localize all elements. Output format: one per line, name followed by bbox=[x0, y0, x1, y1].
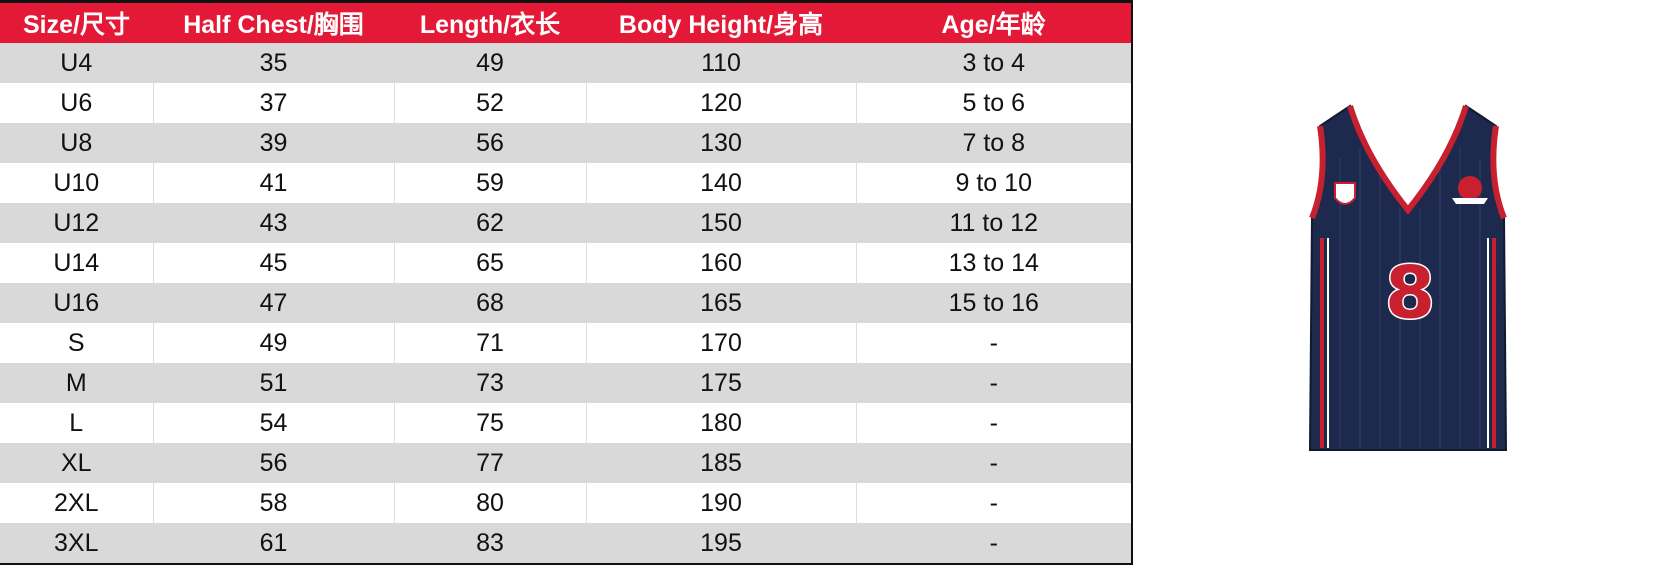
table-row: M 51 73 175- bbox=[0, 363, 1132, 403]
table-cell: 61 bbox=[152, 523, 394, 564]
pinstripes bbox=[1339, 148, 1481, 448]
table-row: XL 56 77 185- bbox=[0, 443, 1132, 483]
table-cell: 49 bbox=[393, 43, 586, 83]
column-header: Half Chest/胸围 bbox=[153, 1, 394, 43]
table-cell: 2XL bbox=[54, 488, 99, 517]
table-cell: U6 bbox=[60, 88, 93, 117]
table-cell: 62 bbox=[393, 203, 586, 243]
table-cell: 59 bbox=[393, 163, 586, 203]
table-cell: 175 bbox=[585, 363, 856, 403]
table-cell: 58 bbox=[152, 483, 394, 523]
table-cell: 3 to 4 bbox=[855, 43, 1132, 83]
table-cell: - bbox=[855, 483, 1132, 523]
table-cell: 45 bbox=[152, 243, 394, 283]
table-cell: 140 bbox=[585, 163, 856, 203]
table-cell: 110 bbox=[585, 43, 856, 83]
table-cell: S bbox=[67, 328, 85, 357]
table-cell: 73 bbox=[393, 363, 586, 403]
crest-left bbox=[1334, 182, 1356, 205]
table-cell: 41 bbox=[152, 163, 394, 203]
table-cell: 52 bbox=[393, 83, 586, 123]
table-cell: 3XL bbox=[0, 523, 153, 564]
table-cell: - bbox=[855, 523, 1132, 564]
column-header: Size/尺寸 bbox=[0, 1, 153, 43]
table-cell: 15 to 16 bbox=[855, 283, 1132, 323]
table-cell: 170 bbox=[585, 323, 856, 363]
table-cell: 190 bbox=[585, 483, 856, 523]
table-cell: 185 bbox=[585, 443, 856, 483]
table-cell: U8 bbox=[0, 123, 153, 163]
table-cell: 75 bbox=[393, 403, 586, 443]
table-cell: 43 bbox=[152, 203, 394, 243]
jersey-image: 8 bbox=[1308, 104, 1508, 451]
table-cell: 71 bbox=[393, 323, 586, 363]
table-cell: 9 to 10 bbox=[855, 163, 1132, 203]
collar-trim bbox=[1347, 105, 1469, 215]
table-cell: - bbox=[855, 403, 1132, 443]
table-cell: 11 to 12 bbox=[855, 203, 1132, 243]
table-row: U4 35 49 110 3 to 4 bbox=[0, 43, 1132, 83]
table-row: U10 41 59 140 9 to 10 bbox=[0, 163, 1132, 203]
table-cell: U12 bbox=[0, 203, 153, 243]
table-row: U8 39 56 130 7 to 8 bbox=[0, 123, 1132, 163]
table-cell: 83 bbox=[393, 523, 586, 564]
table-cell: L bbox=[69, 408, 84, 437]
table-cell: M bbox=[0, 363, 153, 403]
table-cell: XL bbox=[0, 443, 153, 483]
table-cell: 54 bbox=[152, 403, 394, 443]
column-header: Age/年龄 bbox=[856, 1, 1132, 43]
table-cell: 39 bbox=[152, 123, 394, 163]
table-cell: U16 bbox=[0, 283, 153, 323]
table-cell: 13 to 14 bbox=[855, 243, 1132, 283]
table-cell: 49 bbox=[152, 323, 394, 363]
table-cell: 77 bbox=[393, 443, 586, 483]
column-header: Length/衣长 bbox=[394, 1, 586, 43]
table-cell: 195 bbox=[585, 523, 856, 564]
table-cell: 47 bbox=[152, 283, 394, 323]
column-header: Body Height/身高 bbox=[586, 1, 856, 43]
table-cell: 65 bbox=[393, 243, 586, 283]
table-cell: 80 bbox=[393, 483, 586, 523]
table-cell: 180 bbox=[585, 403, 856, 443]
header-row: Size/尺寸 Half Chest/胸围 Length/衣长 Body Height… bbox=[0, 1, 1132, 43]
table-row: 3XL 61 83 195- bbox=[0, 523, 1132, 564]
table-cell: 165 bbox=[585, 283, 856, 323]
table-body: U4 35 49 110 3 to 4 U6 37 52 120 5 to 6 U8 39 56 130 7… bbox=[0, 43, 1132, 564]
table-cell: U4 bbox=[0, 43, 153, 83]
arm-trim bbox=[1490, 125, 1507, 220]
size-table: Size/尺寸 Half Chest/胸围 Length/衣长 Body Height… bbox=[0, 0, 1133, 565]
crest-banner bbox=[1452, 198, 1488, 204]
table-cell: 37 bbox=[152, 83, 394, 123]
arm-trim bbox=[1309, 125, 1326, 220]
table-cell: 68 bbox=[393, 283, 586, 323]
table-cell: 51 bbox=[152, 363, 394, 403]
table-row: S 49 71 170- bbox=[0, 323, 1132, 363]
table-cell: - bbox=[855, 443, 1132, 483]
table-cell: 160 bbox=[585, 243, 856, 283]
table-row: U14 45 65 160 13 to 14 bbox=[0, 243, 1132, 283]
table-row: L 54 75 180- bbox=[0, 403, 1132, 443]
table-row: U6 37 52 120 5 to 6 bbox=[0, 83, 1132, 123]
table-cell: - bbox=[855, 323, 1132, 363]
table-row: 2XL 58 80 190- bbox=[0, 483, 1132, 523]
table-cell: 35 bbox=[152, 43, 394, 83]
table-cell: 120 bbox=[585, 83, 856, 123]
jersey-number: 8 bbox=[1385, 251, 1435, 335]
table-cell: 130 bbox=[585, 123, 856, 163]
table-cell: U10 bbox=[53, 168, 100, 197]
table-cell: U14 bbox=[53, 248, 100, 277]
table-cell: 56 bbox=[393, 123, 586, 163]
table-row: U12 43 62 150 11 to 12 bbox=[0, 203, 1132, 243]
table-cell: 56 bbox=[152, 443, 394, 483]
table-row: U16 47 68 165 15 to 16 bbox=[0, 283, 1132, 323]
table-cell: 7 to 8 bbox=[855, 123, 1132, 163]
table-cell: 5 to 6 bbox=[855, 83, 1132, 123]
table-cell: 150 bbox=[585, 203, 856, 243]
table-cell: - bbox=[855, 363, 1132, 403]
crest-right bbox=[1458, 176, 1482, 200]
